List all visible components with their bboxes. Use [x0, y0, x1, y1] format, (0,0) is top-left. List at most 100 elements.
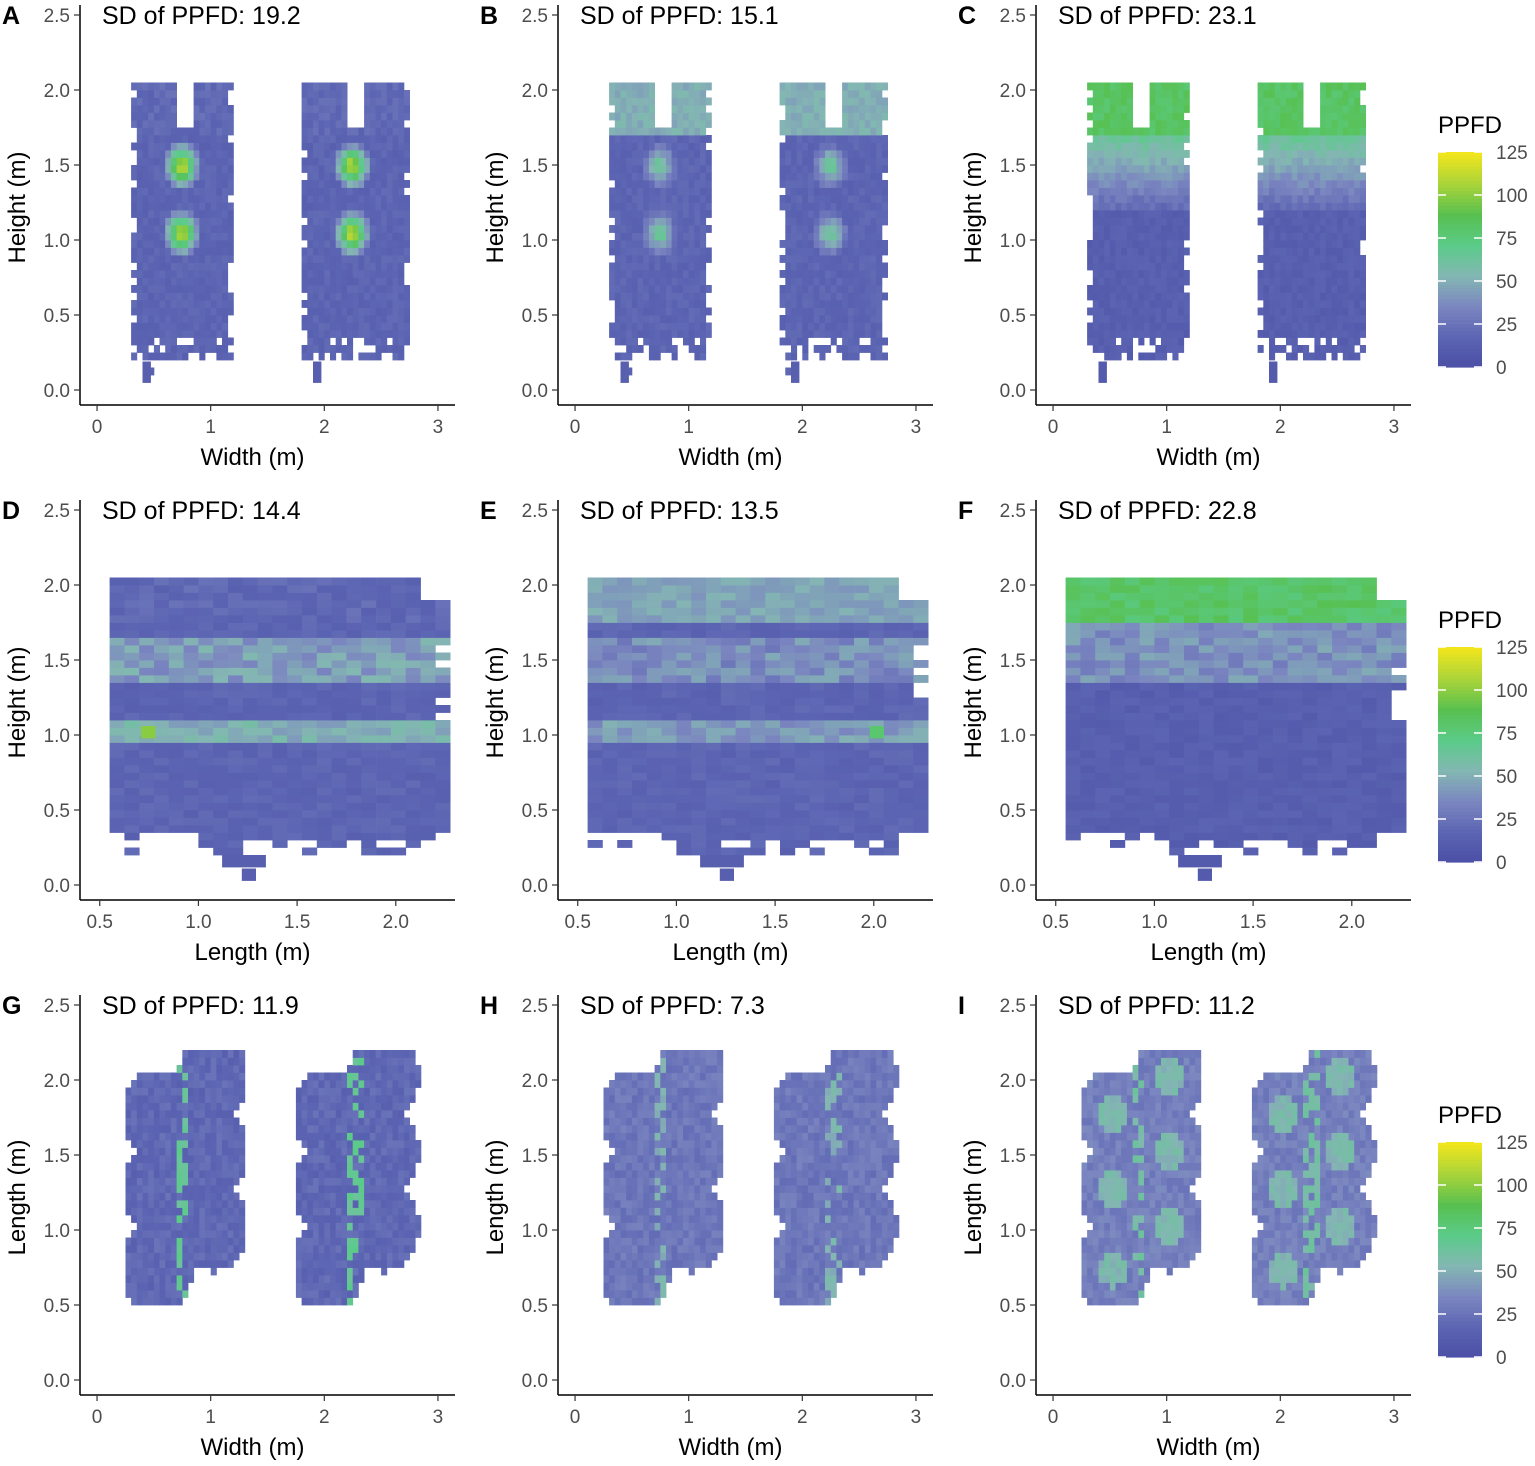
heatmap-tile: [1291, 247, 1298, 256]
heatmap-tile: [405, 817, 421, 826]
heatmap-tile: [1263, 97, 1270, 106]
heatmap-tile: [620, 315, 627, 323]
heatmap-tile: [1303, 270, 1310, 278]
heatmap-tile: [1172, 97, 1179, 106]
heatmap-tile: [1178, 300, 1185, 308]
heatmap-tile: [609, 135, 616, 143]
heatmap-tile: [626, 157, 633, 166]
heatmap-tile: [1269, 202, 1276, 211]
heatmap-tile: [392, 97, 399, 106]
heatmap-tile: [1274, 97, 1281, 106]
heatmap-tile: [898, 750, 914, 758]
heatmap-tile: [1144, 270, 1151, 278]
heatmap-tile: [188, 292, 195, 301]
heatmap-tile: [198, 667, 214, 676]
heatmap-tile: [631, 270, 638, 278]
heatmap-tile: [386, 180, 393, 188]
heatmap-tile: [307, 352, 314, 361]
heatmap-tile: [335, 127, 342, 136]
heatmap-tile: [405, 750, 421, 758]
heatmap-tile: [1155, 277, 1162, 286]
heatmap-tile: [864, 195, 871, 203]
heatmap-tile: [153, 120, 160, 128]
heatmap-tile: [1178, 135, 1185, 143]
heatmap-tile: [876, 315, 883, 323]
heatmap-tile: [392, 240, 399, 248]
heatmap-tile: [1115, 210, 1122, 218]
heatmap-tile: [1314, 255, 1321, 263]
heatmap-tile: [1092, 202, 1099, 211]
heatmap-tile: [785, 262, 792, 271]
heatmap-tile: [796, 225, 803, 233]
heatmap-tile: [216, 300, 223, 308]
heatmap-tile: [694, 135, 701, 143]
heatmap-tile: [375, 150, 382, 158]
heatmap-tile: [159, 180, 166, 188]
heatmap-tile: [1126, 225, 1133, 233]
heatmap-tile: [216, 165, 223, 173]
heatmap-tile: [1297, 82, 1304, 91]
heatmap-tile: [1155, 255, 1162, 263]
heatmap-tile: [677, 112, 684, 121]
heatmap-tile: [313, 135, 320, 143]
heatmap-tile: [694, 270, 701, 278]
heatmap-tile: [369, 225, 376, 233]
heatmap-tile: [1320, 300, 1327, 308]
heatmap-tile: [301, 315, 308, 323]
heatmap-tile: [881, 180, 888, 188]
heatmap-tile: [1138, 165, 1145, 173]
heatmap-tile: [1337, 120, 1344, 128]
heatmap-tile: [671, 112, 678, 121]
heatmap-tile: [1263, 255, 1270, 263]
heatmap-tile: [376, 577, 392, 586]
heatmap-tile: [853, 90, 860, 98]
heatmap-tile: [794, 817, 810, 826]
heatmap-tile: [626, 292, 633, 301]
heatmap-tile: [1263, 270, 1270, 278]
heatmap-tile: [1348, 135, 1355, 143]
heatmap-tile: [346, 705, 362, 713]
heatmap-tile: [1172, 217, 1179, 226]
heatmap-tile: [1098, 285, 1105, 293]
heatmap-tile: [1331, 82, 1338, 91]
heatmap-tile: [864, 345, 871, 353]
heatmap-tile: [720, 810, 736, 818]
heatmap-tile: [153, 225, 160, 233]
heatmap-tile: [182, 262, 189, 271]
heatmap-tile: [676, 787, 692, 796]
heatmap-tile: [1359, 157, 1366, 166]
heatmap-tile: [392, 285, 399, 293]
x-tick-label: 0: [570, 417, 581, 438]
heatmap-tile: [694, 127, 701, 136]
heatmap-tile: [153, 90, 160, 98]
heatmap-tile: [666, 210, 673, 218]
heatmap-tile: [1342, 285, 1349, 293]
heatmap-tile: [222, 240, 229, 248]
heatmap-tile: [853, 322, 860, 331]
heatmap-tile: [1109, 187, 1116, 196]
heatmap-tile: [881, 187, 888, 196]
heatmap-tile: [614, 172, 621, 181]
heatmap-tile: [688, 82, 695, 91]
heatmap-tile: [677, 142, 684, 151]
heatmap-tile: [1132, 277, 1139, 286]
heatmap-tile: [392, 300, 399, 308]
heatmap-tile: [1286, 240, 1293, 248]
heatmap-tile: [398, 150, 405, 158]
heatmap-tile: [609, 202, 616, 211]
heatmap-tile: [1092, 217, 1099, 226]
heatmap-tile: [779, 120, 786, 128]
heatmap-tile: [136, 135, 143, 143]
heatmap-tile: [819, 150, 826, 158]
heatmap-tile: [213, 577, 229, 586]
heatmap-tile: [620, 90, 627, 98]
heatmap-tile: [1269, 270, 1276, 278]
heatmap-tile: [785, 232, 792, 241]
heatmap-tile: [813, 315, 820, 323]
heatmap-tile: [142, 270, 149, 278]
heatmap-tile: [661, 772, 677, 781]
heatmap-tile: [1297, 202, 1304, 211]
heatmap-tile: [287, 712, 303, 721]
heatmap-tile: [839, 802, 855, 811]
heatmap-tile: [614, 352, 621, 361]
